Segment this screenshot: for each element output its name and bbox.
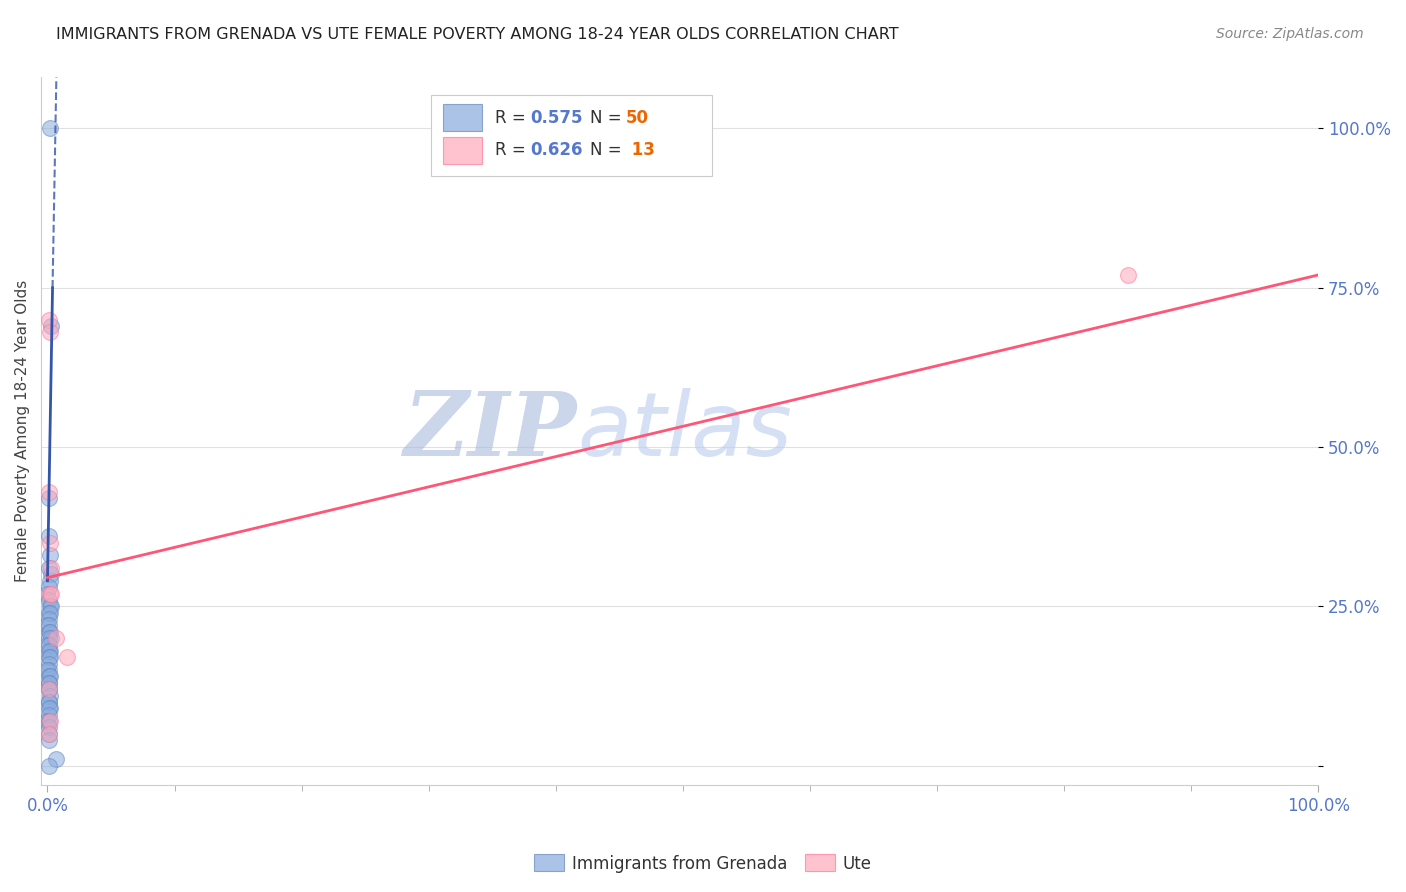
Bar <box>443 136 482 164</box>
Point <box>38 618 60 632</box>
Point <box>37 638 59 652</box>
Point <box>37 618 59 632</box>
Text: 13: 13 <box>626 141 655 160</box>
Bar <box>443 104 482 131</box>
Point <box>38 529 60 543</box>
Point <box>38 650 60 665</box>
Point <box>38 593 60 607</box>
Point <box>38 484 60 499</box>
Point <box>38 733 60 747</box>
Point <box>45 752 67 766</box>
Point <box>38 638 60 652</box>
Point <box>39 586 62 600</box>
Point <box>37 663 59 677</box>
Point <box>38 644 60 658</box>
Point <box>38 663 60 677</box>
Point <box>38 561 60 575</box>
Point <box>39 561 62 575</box>
Point <box>39 669 62 683</box>
Text: 0.626: 0.626 <box>530 141 582 160</box>
Point <box>38 682 60 697</box>
Point <box>39 599 62 614</box>
Point <box>38 606 60 620</box>
Point <box>38 675 60 690</box>
Point <box>38 612 60 626</box>
Point <box>38 657 60 671</box>
Text: Source: ZipAtlas.com: Source: ZipAtlas.com <box>1216 27 1364 41</box>
Point <box>37 714 59 728</box>
Point <box>39 121 62 136</box>
Point <box>39 701 62 715</box>
Point <box>38 720 60 734</box>
Point <box>39 689 62 703</box>
Point <box>38 758 60 772</box>
Point <box>38 695 60 709</box>
Point <box>39 599 62 614</box>
Point <box>45 631 67 645</box>
Point <box>39 586 62 600</box>
Point <box>38 669 60 683</box>
Point <box>38 695 60 709</box>
Point <box>38 707 60 722</box>
Point <box>38 312 60 326</box>
Text: ZIP: ZIP <box>404 388 578 475</box>
Text: R =: R = <box>495 141 530 160</box>
Text: N =: N = <box>591 141 627 160</box>
Point <box>38 701 60 715</box>
Bar <box>430 95 711 177</box>
Point <box>38 624 60 639</box>
Point <box>38 580 60 594</box>
Y-axis label: Female Poverty Among 18-24 Year Olds: Female Poverty Among 18-24 Year Olds <box>15 280 30 582</box>
Point <box>39 631 62 645</box>
Legend: Immigrants from Grenada, Ute: Immigrants from Grenada, Ute <box>527 847 879 880</box>
Point <box>39 567 62 582</box>
Point <box>39 650 62 665</box>
Point <box>39 624 62 639</box>
Point <box>39 644 62 658</box>
Point <box>38 491 60 505</box>
Text: IMMIGRANTS FROM GRENADA VS UTE FEMALE POVERTY AMONG 18-24 YEAR OLDS CORRELATION : IMMIGRANTS FROM GRENADA VS UTE FEMALE PO… <box>56 27 898 42</box>
Point <box>38 682 60 697</box>
Point <box>38 714 60 728</box>
Point <box>38 631 60 645</box>
Point <box>39 318 62 333</box>
Text: N =: N = <box>591 109 627 127</box>
Point <box>39 574 62 588</box>
Point <box>38 727 60 741</box>
Point <box>55 650 77 665</box>
Point <box>39 714 62 728</box>
Point <box>39 606 62 620</box>
Point <box>37 586 59 600</box>
Text: R =: R = <box>495 109 530 127</box>
Text: 50: 50 <box>626 109 650 127</box>
Point <box>1116 268 1139 282</box>
Point <box>38 727 60 741</box>
Point <box>39 535 62 549</box>
Point <box>38 682 60 697</box>
Text: atlas: atlas <box>578 388 793 474</box>
Text: 0.575: 0.575 <box>530 109 582 127</box>
Point <box>38 675 60 690</box>
Point <box>39 326 62 340</box>
Point <box>39 549 62 563</box>
